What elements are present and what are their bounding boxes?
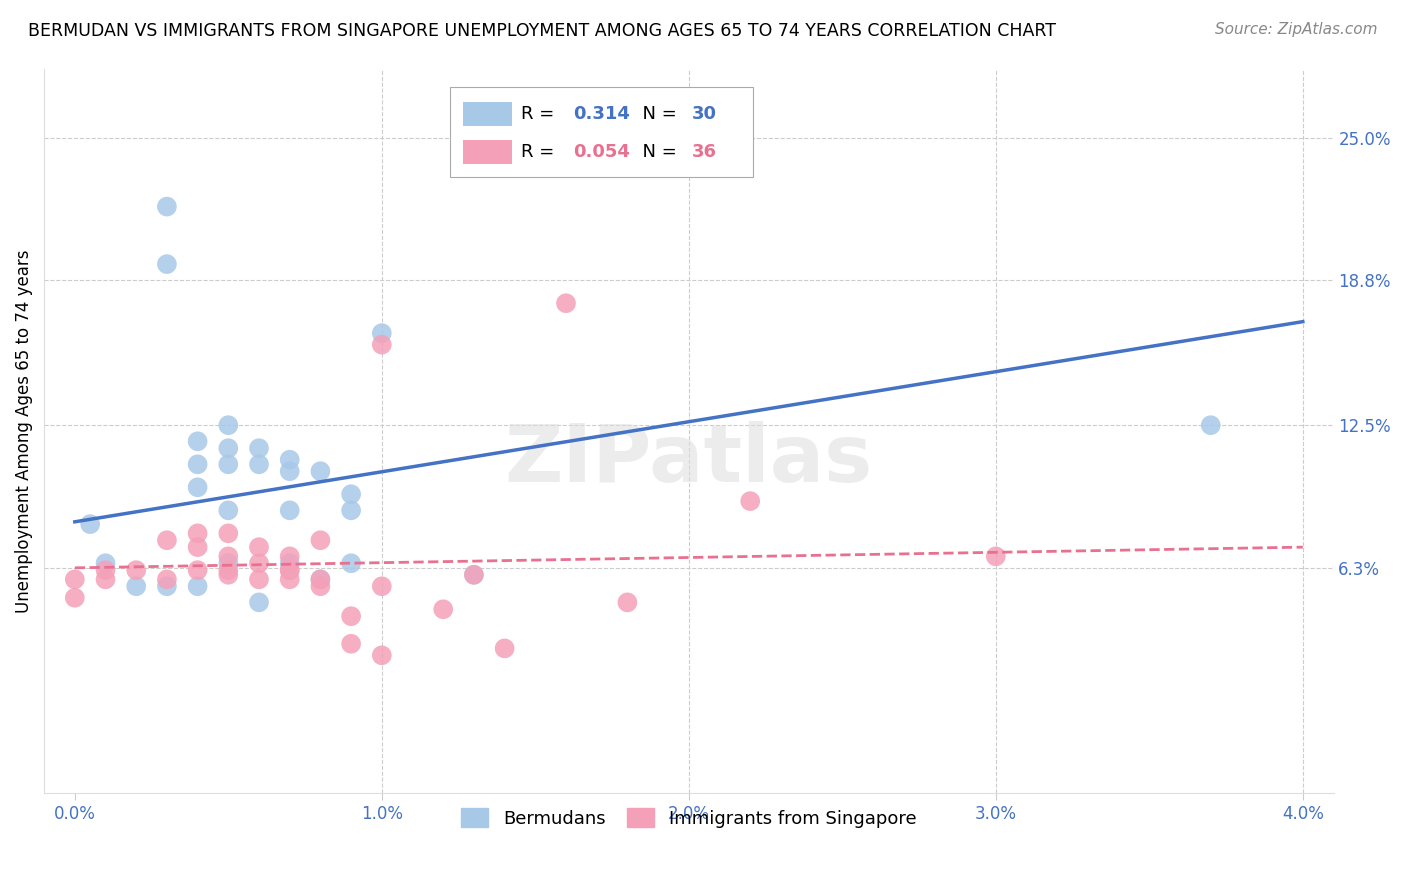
Point	[371, 648, 394, 663]
Text: 0.314: 0.314	[572, 105, 630, 123]
Point	[278, 572, 301, 586]
Point	[125, 563, 148, 577]
Point	[371, 337, 394, 351]
Point	[309, 533, 332, 548]
Point	[156, 200, 179, 214]
Point	[94, 563, 117, 577]
Point	[340, 637, 363, 651]
Point	[79, 517, 101, 532]
Text: 0.054: 0.054	[572, 143, 630, 161]
Point	[63, 572, 86, 586]
Text: N =: N =	[631, 143, 682, 161]
Point	[156, 533, 179, 548]
Point	[555, 296, 578, 310]
Text: BERMUDAN VS IMMIGRANTS FROM SINGAPORE UNEMPLOYMENT AMONG AGES 65 TO 74 YEARS COR: BERMUDAN VS IMMIGRANTS FROM SINGAPORE UN…	[28, 22, 1056, 40]
Point	[340, 487, 363, 501]
Y-axis label: Unemployment Among Ages 65 to 74 years: Unemployment Among Ages 65 to 74 years	[15, 249, 32, 613]
Point	[187, 458, 209, 472]
Point	[217, 441, 239, 455]
Point	[247, 595, 270, 609]
Point	[217, 556, 239, 570]
Point	[187, 434, 209, 449]
Point	[616, 595, 638, 609]
Point	[1199, 418, 1222, 433]
Point	[247, 458, 270, 472]
Point	[278, 452, 301, 467]
Point	[217, 549, 239, 564]
Point	[309, 572, 332, 586]
Point	[340, 503, 363, 517]
Point	[278, 556, 301, 570]
Point	[187, 579, 209, 593]
FancyBboxPatch shape	[463, 140, 512, 164]
Point	[432, 602, 454, 616]
Text: R =: R =	[522, 105, 560, 123]
Point	[371, 326, 394, 340]
Point	[247, 540, 270, 554]
Point	[217, 418, 239, 433]
Point	[187, 540, 209, 554]
Point	[371, 579, 394, 593]
Point	[278, 464, 301, 478]
Point	[340, 609, 363, 624]
Point	[278, 549, 301, 564]
Text: 36: 36	[692, 143, 717, 161]
FancyBboxPatch shape	[450, 87, 754, 178]
Text: R =: R =	[522, 143, 560, 161]
Point	[125, 579, 148, 593]
Point	[340, 556, 363, 570]
Point	[278, 563, 301, 577]
Point	[94, 556, 117, 570]
Point	[463, 567, 485, 582]
Point	[247, 441, 270, 455]
FancyBboxPatch shape	[463, 103, 512, 126]
Legend: Bermudans, Immigrants from Singapore: Bermudans, Immigrants from Singapore	[454, 801, 924, 835]
Point	[217, 526, 239, 541]
Point	[63, 591, 86, 605]
Point	[247, 572, 270, 586]
Text: 30: 30	[692, 105, 717, 123]
Point	[217, 563, 239, 577]
Point	[187, 526, 209, 541]
Point	[217, 567, 239, 582]
Point	[278, 503, 301, 517]
Point	[278, 563, 301, 577]
Point	[494, 641, 516, 656]
Point	[156, 257, 179, 271]
Point	[187, 480, 209, 494]
Point	[217, 458, 239, 472]
Point	[187, 563, 209, 577]
Point	[309, 464, 332, 478]
Point	[740, 494, 762, 508]
Point	[217, 503, 239, 517]
Point	[247, 556, 270, 570]
Point	[156, 579, 179, 593]
Point	[156, 572, 179, 586]
Text: Source: ZipAtlas.com: Source: ZipAtlas.com	[1215, 22, 1378, 37]
Point	[94, 572, 117, 586]
Point	[984, 549, 1007, 564]
Point	[309, 579, 332, 593]
Text: N =: N =	[631, 105, 682, 123]
Point	[463, 567, 485, 582]
Text: ZIPatlas: ZIPatlas	[505, 421, 873, 499]
Point	[309, 572, 332, 586]
